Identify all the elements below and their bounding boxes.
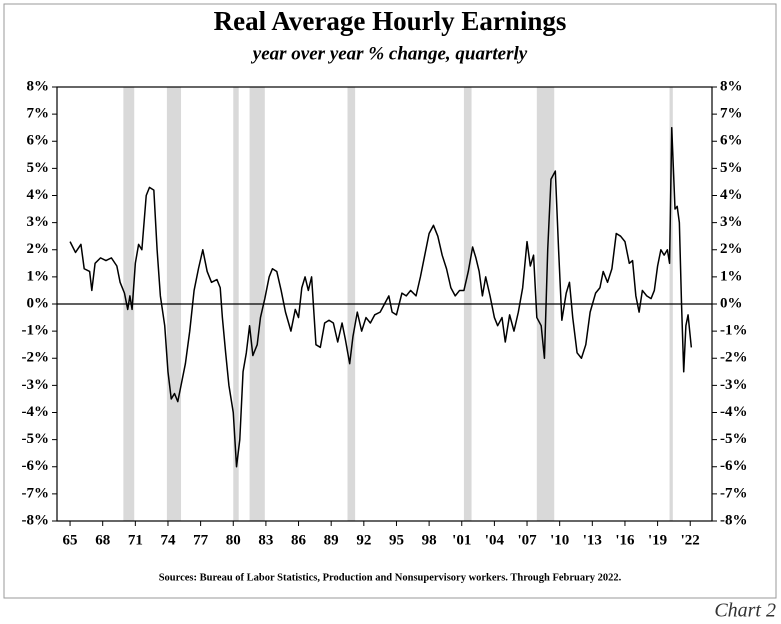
x-tick-label: '22 (681, 532, 700, 548)
y-tick-label: 7% (27, 106, 50, 122)
y-tick-label: 0% (27, 295, 50, 311)
y-tick-label: 6% (27, 133, 50, 149)
x-tick-label: 92 (356, 532, 371, 548)
y-tick-label: 8% (27, 78, 50, 94)
x-tick-label: 77 (193, 532, 209, 548)
data-line (69, 126, 693, 468)
x-tick-label: 89 (324, 532, 339, 548)
y2-tick-label: 6% (720, 133, 743, 149)
x-tick-label: 95 (389, 532, 404, 548)
y2-tick-label: 1% (720, 268, 743, 284)
y2-tick-label: 5% (720, 160, 743, 176)
x-tick-label: 65 (63, 532, 78, 548)
y-tick-label: -6% (22, 458, 50, 474)
chart-title: Real Average Hourly Earnings (214, 6, 567, 36)
y-tick-label: 2% (27, 241, 50, 257)
source-note: Sources: Bureau of Labor Statistics, Pro… (159, 572, 622, 583)
y2-tick-label: -8% (720, 512, 748, 528)
y2-tick-label: -4% (720, 404, 748, 420)
x-tick-label: '19 (648, 532, 667, 548)
x-tick-label: '10 (550, 532, 569, 548)
y2-tick-label: 0% (720, 295, 743, 311)
chart-label: Chart 2 (714, 600, 776, 622)
y2-tick-label: 4% (720, 187, 743, 203)
y2-tick-label: -5% (720, 431, 748, 447)
chart-subtitle: year over year % change, quarterly (251, 43, 528, 64)
x-tick-label: '16 (615, 532, 635, 548)
y2-tick-label: 2% (720, 241, 743, 257)
x-tick-label: '04 (485, 532, 505, 548)
y-tick-label: -8% (22, 512, 50, 528)
y-tick-label: 5% (27, 160, 50, 176)
y-tick-label: -1% (22, 323, 50, 339)
x-tick-label: 68 (95, 532, 110, 548)
x-tick-label: 83 (258, 532, 273, 548)
y2-tick-label: -2% (720, 350, 748, 366)
y2-tick-label: -3% (720, 377, 748, 393)
x-tick-label: 74 (160, 532, 176, 548)
y-tick-label: 1% (27, 268, 50, 284)
y-tick-label: 4% (27, 187, 50, 203)
x-tick-label: 71 (128, 532, 143, 548)
y-tick-label: -4% (22, 404, 50, 420)
y-tick-label: -2% (22, 350, 50, 366)
y2-tick-label: 7% (720, 106, 743, 122)
x-tick-label: '07 (517, 532, 537, 548)
x-tick-label: 80 (226, 532, 241, 548)
x-tick-label: '01 (452, 532, 471, 548)
y2-tick-label: -6% (720, 458, 748, 474)
outer-frame (3, 3, 777, 599)
x-tick-label: 86 (291, 532, 307, 548)
x-tick-label: 98 (422, 532, 437, 548)
y2-tick-label: 3% (720, 214, 743, 230)
y-tick-label: -3% (22, 377, 50, 393)
y-tick-label: -5% (22, 431, 50, 447)
y-tick-label: -7% (22, 485, 50, 501)
y2-tick-label: -7% (720, 485, 748, 501)
x-tick-label: '13 (583, 532, 602, 548)
y2-tick-label: -1% (720, 323, 748, 339)
y2-tick-label: 8% (720, 78, 743, 94)
y-tick-label: 3% (27, 214, 50, 230)
